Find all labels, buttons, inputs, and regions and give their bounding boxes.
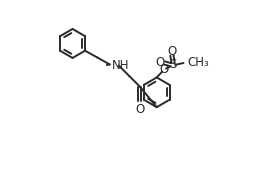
Text: CH₃: CH₃ [187, 56, 209, 70]
Text: O: O [159, 63, 168, 76]
Text: NH: NH [112, 59, 129, 72]
Text: O: O [155, 56, 165, 70]
Text: O: O [167, 45, 177, 58]
Text: S: S [169, 58, 177, 71]
Text: O: O [135, 103, 144, 116]
